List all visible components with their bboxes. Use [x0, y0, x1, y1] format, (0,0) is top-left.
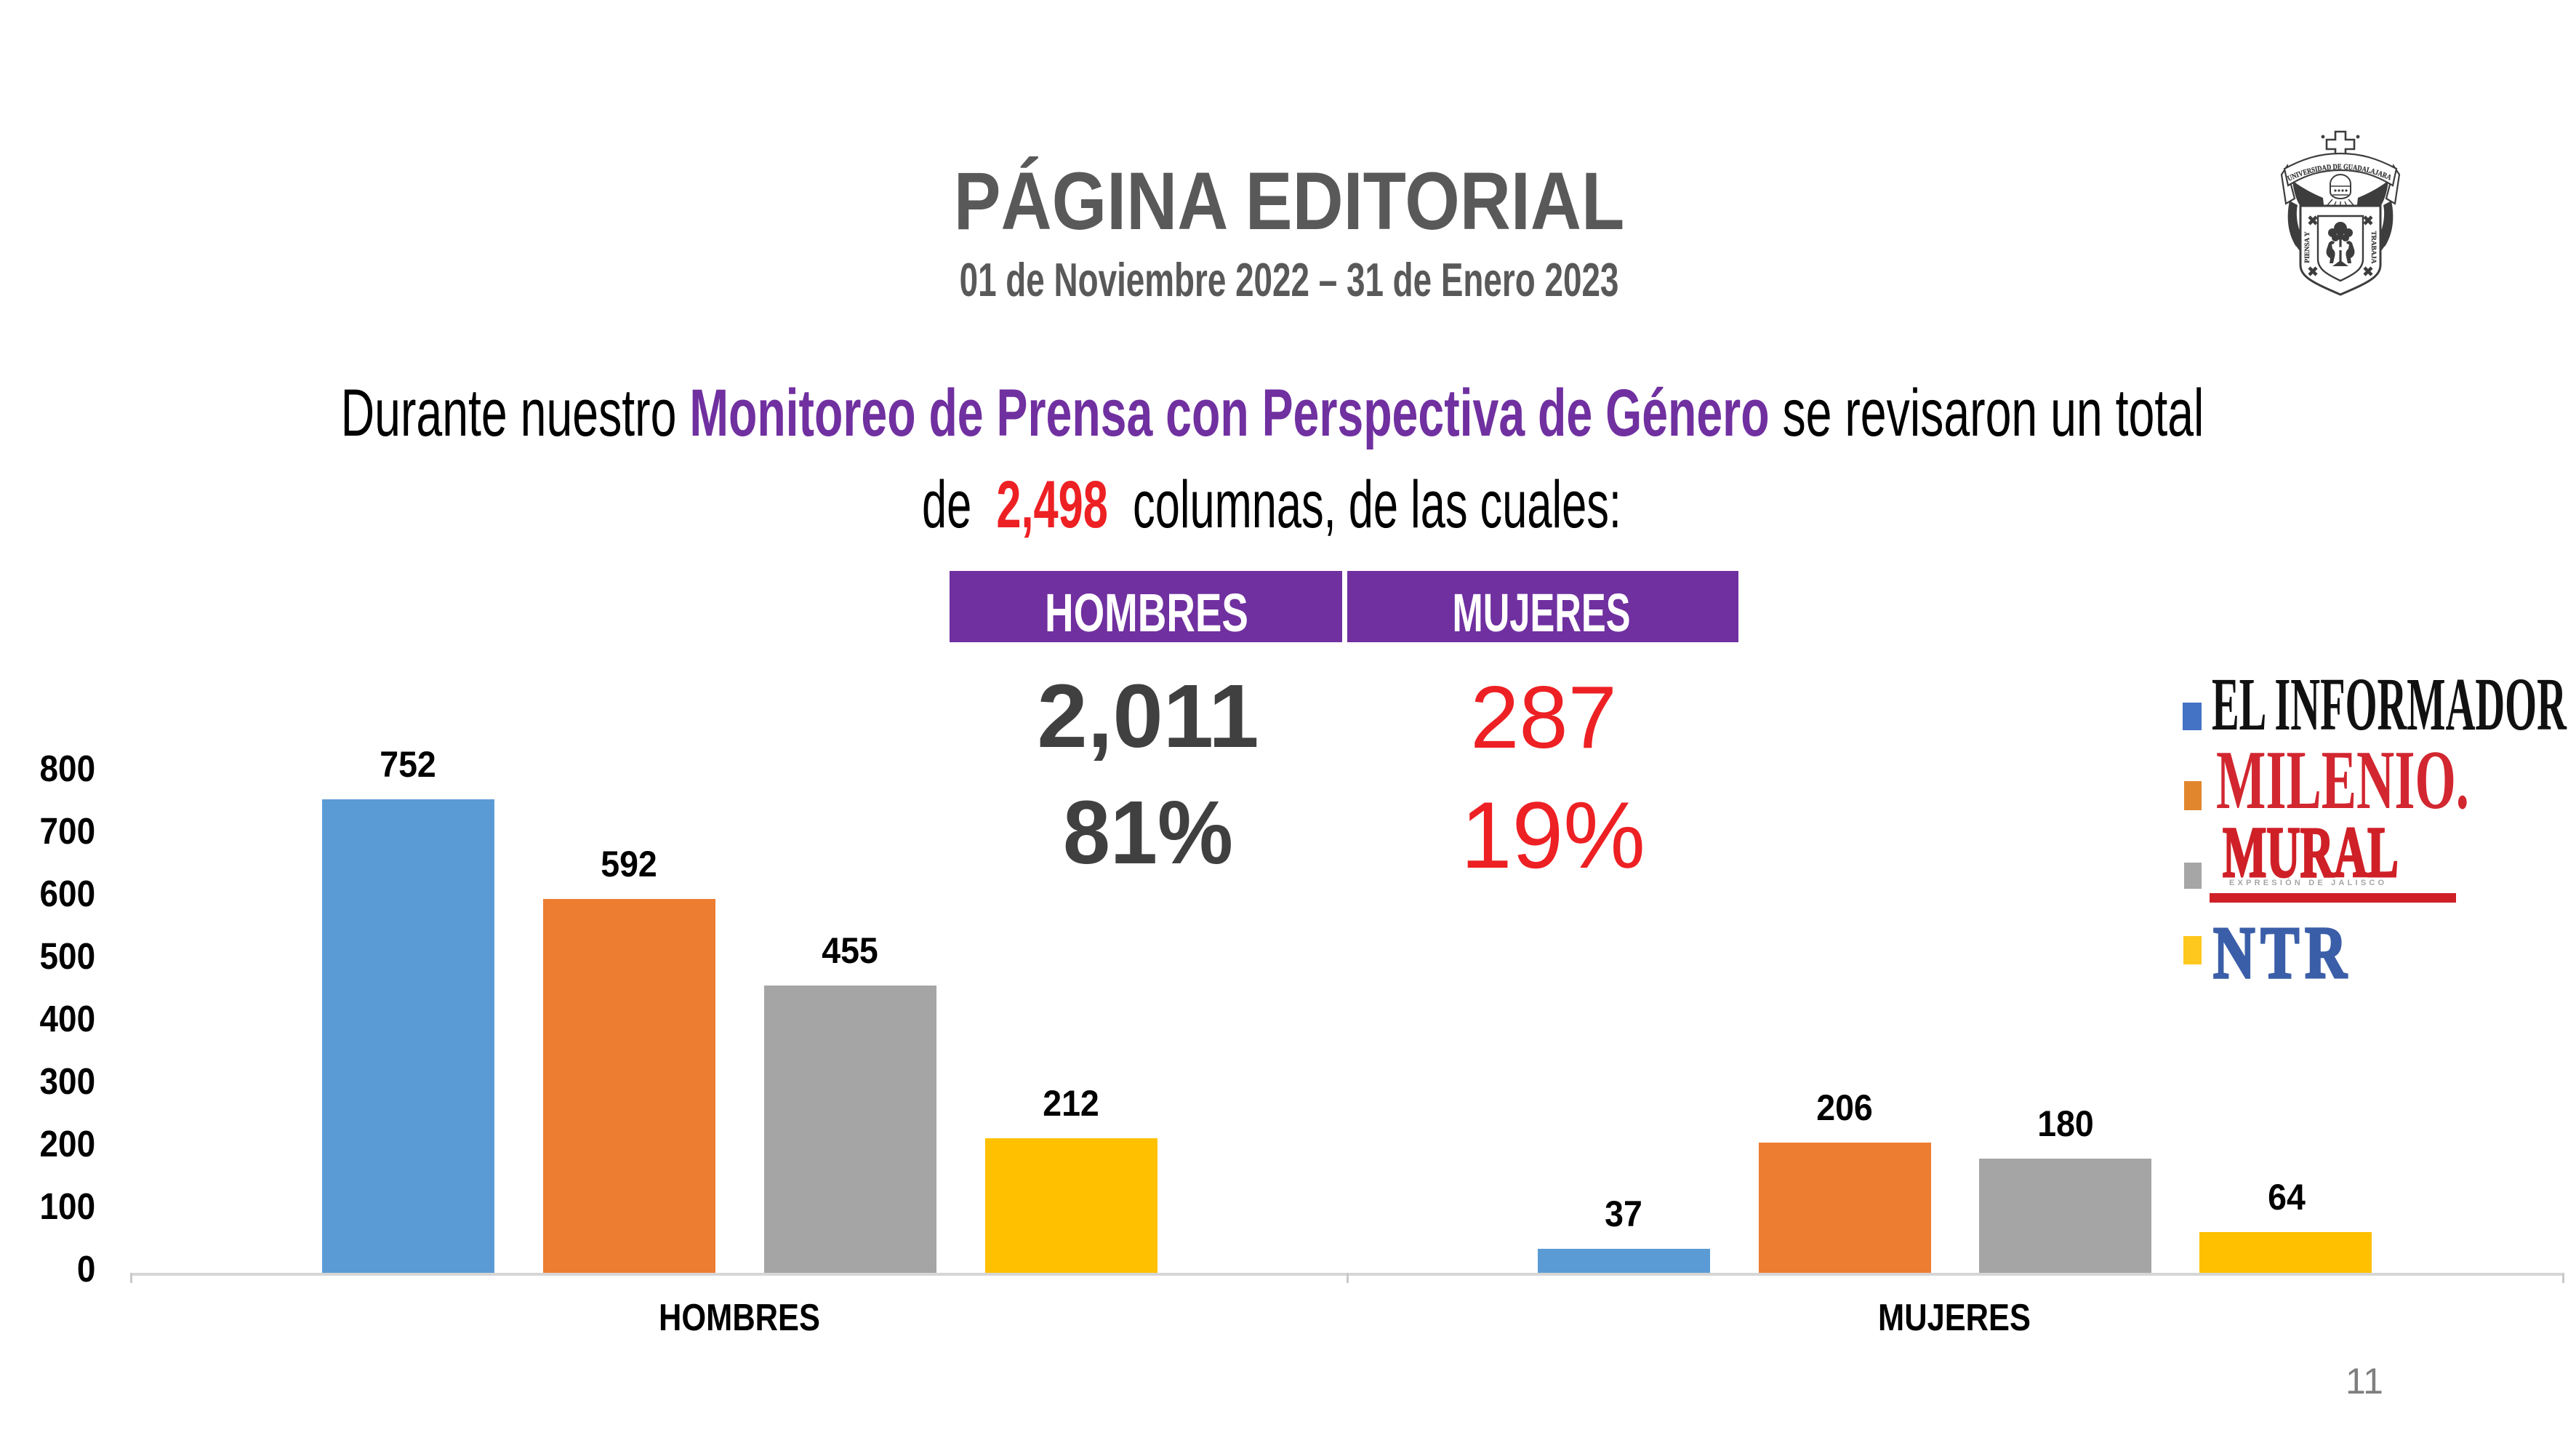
svg-text:TRABAJA: TRABAJA	[2370, 231, 2377, 264]
svg-text:PIENSA Y: PIENSA Y	[2304, 231, 2311, 263]
